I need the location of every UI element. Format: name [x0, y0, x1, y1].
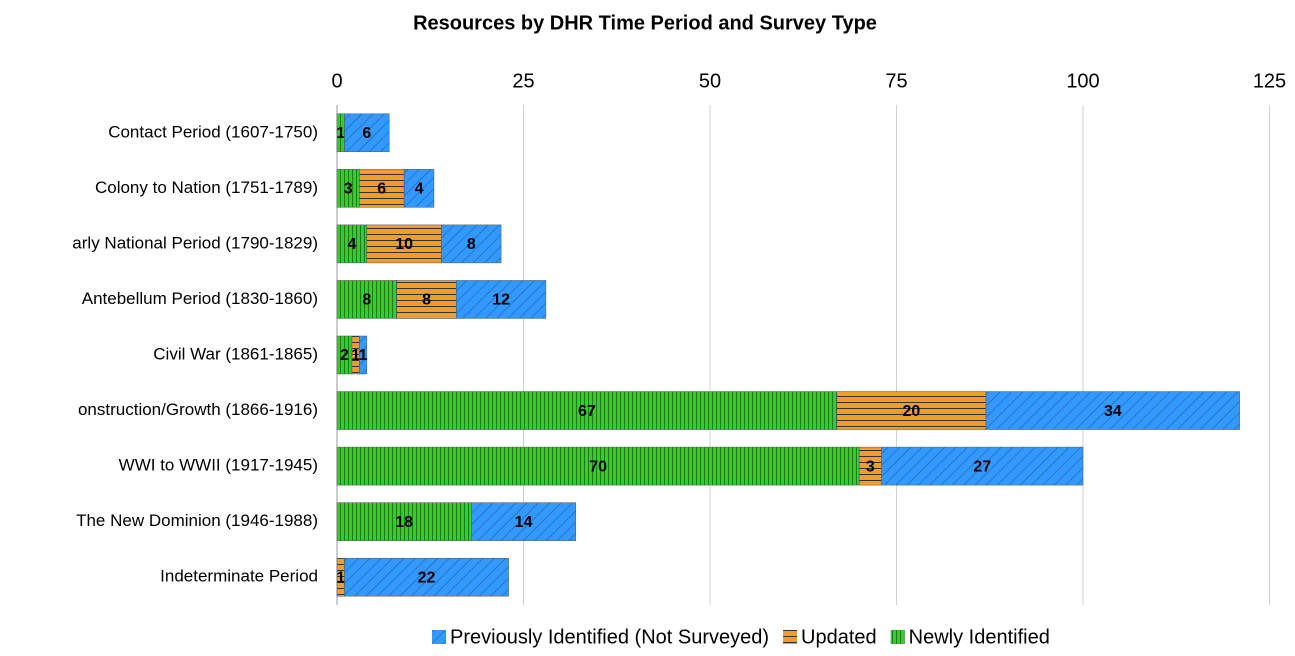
bar-segment: [471, 502, 576, 541]
y-tick-label: Indeterminate Period: [160, 567, 318, 586]
data-label: 8: [362, 292, 371, 309]
data-label: 22: [418, 569, 436, 586]
data-label: 6: [377, 181, 386, 198]
x-tick-label: 125: [1253, 70, 1286, 92]
bar-segment: [336, 502, 472, 541]
data-label: 27: [973, 458, 991, 475]
x-tick-label: 75: [885, 70, 907, 92]
legend-label: Previously Identified (Not Surveyed): [450, 626, 769, 648]
bar-segment: [403, 169, 435, 208]
bar-segment: [359, 169, 405, 208]
data-label: 1: [351, 347, 360, 364]
bar-segment: [336, 391, 838, 430]
bar-segment: [456, 280, 547, 319]
y-tick-label: Colony to Nation (1751-1789): [95, 178, 318, 197]
data-label: 10: [395, 236, 413, 253]
x-tick-label: 50: [699, 70, 721, 92]
y-tick-label: The New Dominion (1946-1988): [76, 511, 318, 530]
bar-segment: [336, 280, 397, 319]
legend-label: Newly Identified: [909, 626, 1050, 648]
x-tick-label: 0: [331, 70, 342, 92]
data-label: 4: [415, 181, 424, 198]
data-label: 4: [347, 236, 356, 253]
data-label: 3: [344, 181, 353, 198]
data-label: 1: [336, 569, 345, 586]
chart-title: Resources by DHR Time Period and Survey …: [413, 12, 877, 34]
data-label: 20: [903, 403, 921, 420]
data-label: 3: [866, 458, 875, 475]
bar-segment: [344, 113, 390, 153]
bar-segment: [366, 224, 442, 264]
data-label: 2: [340, 347, 349, 364]
y-tick-label: arly National Period (1790-1829): [72, 233, 318, 252]
data-label: 34: [1104, 403, 1122, 420]
legend-swatch: [432, 630, 446, 644]
data-label: 1: [359, 347, 368, 364]
bar-segment: [336, 446, 860, 486]
x-tick-label: 25: [512, 70, 534, 92]
bar-segment: [441, 224, 502, 264]
legend-label: Updated: [801, 626, 877, 648]
data-label: 12: [492, 292, 510, 309]
y-tick-label: WWI to WWII (1917-1945): [119, 456, 318, 475]
y-tick-label: Antebellum Period (1830-1860): [82, 289, 318, 308]
bar-segment: [336, 224, 368, 264]
data-label: 70: [589, 458, 607, 475]
y-tick-label: onstruction/Growth (1866-1916): [78, 400, 318, 419]
legend-swatch: [890, 630, 905, 644]
x-tick-label: 100: [1066, 70, 1099, 92]
bar-segment: [359, 335, 368, 375]
y-tick-label: Civil War (1861-1865): [153, 344, 318, 363]
data-label: 6: [362, 125, 371, 142]
bar-segment: [396, 280, 457, 319]
data-label: 8: [422, 292, 431, 309]
data-label: 1: [336, 125, 345, 142]
data-label: 8: [467, 236, 476, 253]
bar-segment: [985, 391, 1240, 430]
data-label: 18: [395, 514, 413, 531]
bar-segment: [881, 446, 1084, 486]
data-label: 14: [515, 514, 533, 531]
bar-segment: [344, 557, 509, 597]
y-tick-label: Contact Period (1607-1750): [108, 122, 318, 141]
data-label: 67: [578, 403, 596, 420]
bar-segment: [836, 391, 987, 430]
legend-swatch: [783, 630, 798, 644]
